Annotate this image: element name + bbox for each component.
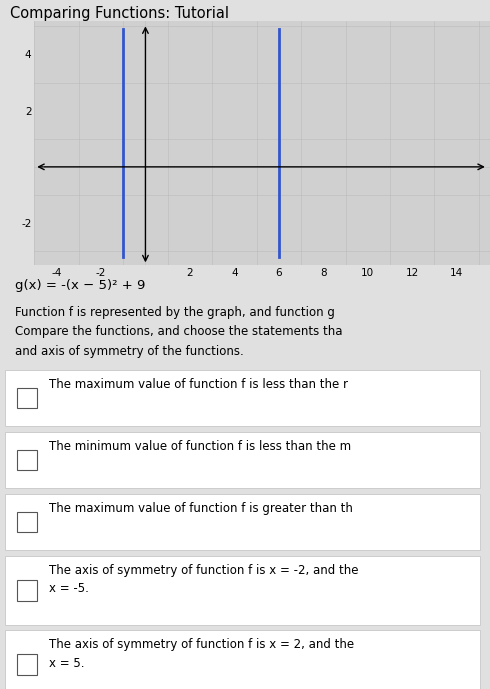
Text: and axis of symmetry of the functions.: and axis of symmetry of the functions. [15,344,244,358]
Text: The minimum value of function f is less than the m: The minimum value of function f is less … [49,440,351,453]
Text: Function f is represented by the graph, and function g: Function f is represented by the graph, … [15,306,335,319]
Text: The maximum value of function f is greater than th: The maximum value of function f is great… [49,502,353,515]
Text: The axis of symmetry of function f is x = -2, and the: The axis of symmetry of function f is x … [49,564,359,577]
Text: The axis of symmetry of function f is x = 2, and the: The axis of symmetry of function f is x … [49,639,354,651]
Text: x = 5.: x = 5. [49,657,84,670]
Text: g(x) = -(x − 5)² + 9: g(x) = -(x − 5)² + 9 [15,279,145,292]
Text: Compare the functions, and choose the statements tha: Compare the functions, and choose the st… [15,325,342,338]
Text: The maximum value of function f is less than the r: The maximum value of function f is less … [49,378,348,391]
Text: Comparing Functions: Tutorial: Comparing Functions: Tutorial [10,6,229,21]
Text: x = -5.: x = -5. [49,582,89,595]
